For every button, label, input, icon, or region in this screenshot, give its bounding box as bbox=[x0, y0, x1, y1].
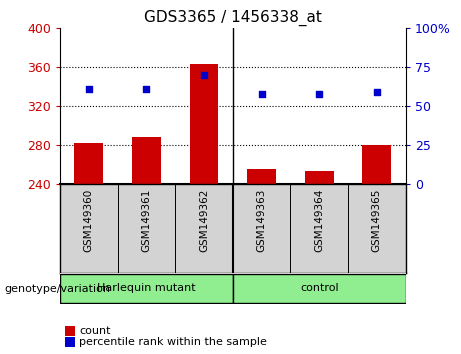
Bar bbox=[132, 137, 161, 184]
Text: count: count bbox=[79, 326, 111, 336]
Bar bbox=[60, 274, 233, 303]
Point bbox=[200, 72, 207, 78]
Point bbox=[373, 89, 381, 95]
Title: GDS3365 / 1456338_at: GDS3365 / 1456338_at bbox=[144, 9, 322, 25]
Text: control: control bbox=[300, 283, 338, 293]
Text: GSM149363: GSM149363 bbox=[257, 188, 266, 252]
Point bbox=[258, 91, 266, 96]
Text: genotype/variation: genotype/variation bbox=[5, 284, 111, 293]
Point bbox=[85, 86, 92, 92]
Point bbox=[142, 86, 150, 92]
Bar bbox=[233, 274, 406, 303]
Text: GSM149362: GSM149362 bbox=[199, 188, 209, 252]
Point bbox=[315, 91, 323, 96]
Text: GSM149365: GSM149365 bbox=[372, 188, 382, 252]
Bar bbox=[247, 170, 276, 184]
Text: Harlequin mutant: Harlequin mutant bbox=[97, 283, 195, 293]
Bar bbox=[362, 145, 391, 184]
Text: percentile rank within the sample: percentile rank within the sample bbox=[79, 337, 267, 347]
Text: GSM149360: GSM149360 bbox=[84, 188, 94, 252]
Text: GSM149364: GSM149364 bbox=[314, 188, 324, 252]
Text: GSM149361: GSM149361 bbox=[142, 188, 151, 252]
Bar bbox=[189, 64, 219, 184]
Bar bbox=[74, 143, 103, 184]
Bar bbox=[305, 171, 334, 184]
